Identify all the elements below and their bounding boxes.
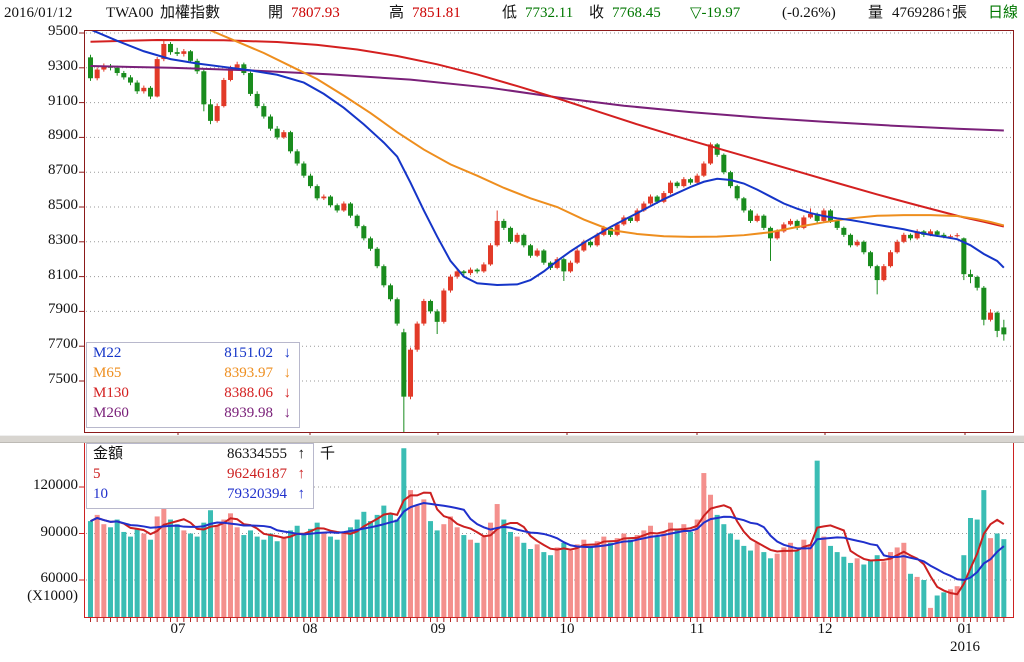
close-label: 收 xyxy=(589,5,605,21)
ma-name: M22 xyxy=(93,345,122,361)
trade-date: 2016/01/12 xyxy=(4,5,73,21)
volume-series-name: 金額 xyxy=(93,446,124,462)
ma-legend-box: M22 8151.02 ↓ M65 8393.97 ↓ M130 8388.06 ↓ M260 89… xyxy=(86,342,300,428)
price-axis-tick: 8100 xyxy=(48,266,78,283)
volume-axis-tick: 60000 xyxy=(40,570,79,586)
ma-trend-arrow-icon: ↓ xyxy=(283,345,292,361)
price-axis-tick: 9500 xyxy=(48,23,78,39)
change-percent: (-0.26%) xyxy=(782,5,836,21)
panel-splitter[interactable] xyxy=(0,435,1024,443)
volume-trend-arrow-icon: ↑ xyxy=(297,446,306,462)
open-label: 開 xyxy=(268,5,284,21)
volume-value: 4769286↑張 xyxy=(892,5,968,21)
close-value: 7768.45 xyxy=(612,5,661,21)
ma-value: 8393.97 xyxy=(224,365,273,381)
ma-trend-arrow-icon: ↓ xyxy=(283,405,292,421)
volume-trend-arrow-icon: ↑ xyxy=(297,466,306,482)
price-axis-tick: 8900 xyxy=(48,127,78,144)
open-value: 7807.93 xyxy=(291,5,340,21)
symbol-name: 加權指數 xyxy=(160,5,221,21)
low-value: 7732.11 xyxy=(525,5,574,21)
month-label: 11 xyxy=(689,621,705,637)
volume-trend-arrow-icon: ↑ xyxy=(297,486,306,502)
price-axis-tick: 9100 xyxy=(48,92,78,109)
volume-legend-box: 金額 86334555 ↑ 千 5 96246187 ↑ 10 79320394 ↑ xyxy=(86,443,335,509)
volume-series-value: 79320394 xyxy=(227,486,287,502)
price-axis-tick: 8500 xyxy=(48,197,78,213)
volume-series-value: 86334555 xyxy=(227,446,287,462)
volume-axis-unit: (X1000) xyxy=(27,588,78,604)
year-label: 2016 xyxy=(950,639,980,655)
price-axis-tick: 8700 xyxy=(48,162,78,179)
ma-legend-row: M130 8388.06 ↓ xyxy=(87,383,299,403)
ma-trend-arrow-icon: ↓ xyxy=(283,365,292,381)
volume-legend-row: 金額 86334555 ↑ 千 xyxy=(87,444,335,464)
period-label: 日線 xyxy=(988,5,1019,21)
price-axis-tick: 7500 xyxy=(48,371,78,387)
ma-value: 8939.98 xyxy=(224,405,273,421)
month-label: 08 xyxy=(302,621,318,637)
price-axis-tick: 8300 xyxy=(48,231,78,248)
volume-label: 量 xyxy=(868,5,884,21)
ma-name: M260 xyxy=(93,405,129,421)
volume-legend-row: 10 79320394 ↑ xyxy=(87,484,313,504)
month-label: 09 xyxy=(430,621,446,637)
volume-axis-tick: 90000 xyxy=(40,523,79,540)
volume-series-name: 10 xyxy=(93,486,108,502)
ma-name: M65 xyxy=(93,365,122,381)
month-label: 10 xyxy=(559,621,575,637)
ma-value: 8151.02 xyxy=(224,345,273,361)
month-label: 07 xyxy=(170,621,186,637)
ma-legend-row: M22 8151.02 ↓ xyxy=(87,343,299,363)
high-value: 7851.81 xyxy=(412,5,461,21)
change-value: ▽-19.97 xyxy=(690,5,741,21)
volume-unit-label: 千 xyxy=(319,446,335,462)
symbol-code: TWA00 xyxy=(106,5,154,21)
high-label: 高 xyxy=(389,5,405,21)
ma-value: 8388.06 xyxy=(224,385,273,401)
ma-legend-row: M65 8393.97 ↓ xyxy=(87,363,299,383)
low-label: 低 xyxy=(502,5,518,21)
month-label: 12 xyxy=(817,621,833,637)
volume-legend-row: 5 96246187 ↑ xyxy=(87,464,313,484)
price-axis-tick: 7900 xyxy=(48,301,78,318)
price-axis-tick: 7700 xyxy=(48,336,78,353)
volume-series-name: 5 xyxy=(93,466,101,482)
ma-trend-arrow-icon: ↓ xyxy=(283,385,292,401)
volume-series-value: 96246187 xyxy=(227,466,287,482)
ma-name: M130 xyxy=(93,385,129,401)
month-label: 01 xyxy=(957,621,973,637)
volume-axis-tick: 120000 xyxy=(33,477,78,493)
price-axis-tick: 9300 xyxy=(48,57,78,74)
ma-legend-row: M260 8939.98 ↓ xyxy=(87,403,299,423)
